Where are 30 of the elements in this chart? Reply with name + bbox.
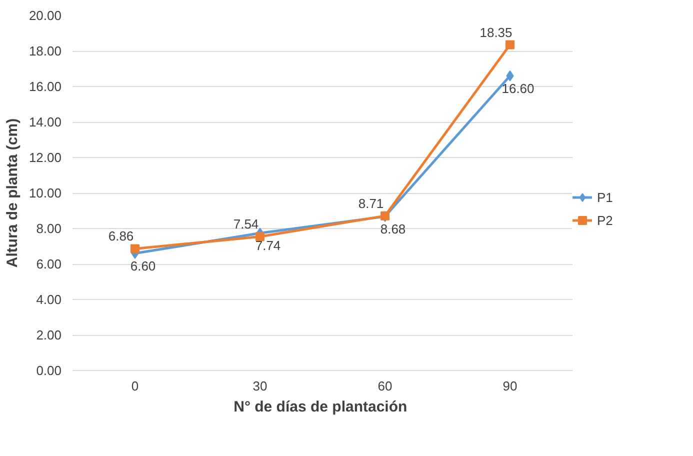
data-label: 18.35 [480,24,512,40]
y-tick-label: 0.00 [36,363,62,378]
y-tick-label: 16.00 [28,79,62,94]
y-axis-title: Altura de planta (cm) [4,118,21,268]
y-tick-label: 12.00 [28,150,62,165]
legend-label: P1 [597,190,614,204]
x-axis-title: N° de días de plantación [234,398,408,416]
data-label: 6.86 [108,228,134,244]
y-tick-label: 8.00 [36,221,62,236]
legend-label: P2 [597,212,614,228]
point [256,232,264,242]
data-label: 8.71 [358,196,384,211]
y-tick-label: 10.00 [28,186,62,200]
x-tick-label: 60 [378,378,392,394]
data-label: 7.54 [233,216,259,232]
y-tick-label: 18.00 [28,44,62,58]
y-tick-label: 4.00 [36,292,62,307]
y-tick-label: 14.00 [28,114,62,130]
point [506,40,514,50]
point [130,244,140,254]
y-tick-label: 6.00 [36,256,62,272]
y-tick-label: 20.00 [28,8,62,23]
x-tick-label: 90 [502,378,518,394]
data-label: 16.60 [502,80,534,96]
data-label: 7.74 [255,238,281,254]
data-label: 6.60 [130,258,156,274]
y-tick-label: 2.00 [36,328,62,342]
data-label: 8.68 [380,221,406,236]
x-tick-label: 30 [252,378,268,394]
x-tick-label: 0 [131,378,139,394]
